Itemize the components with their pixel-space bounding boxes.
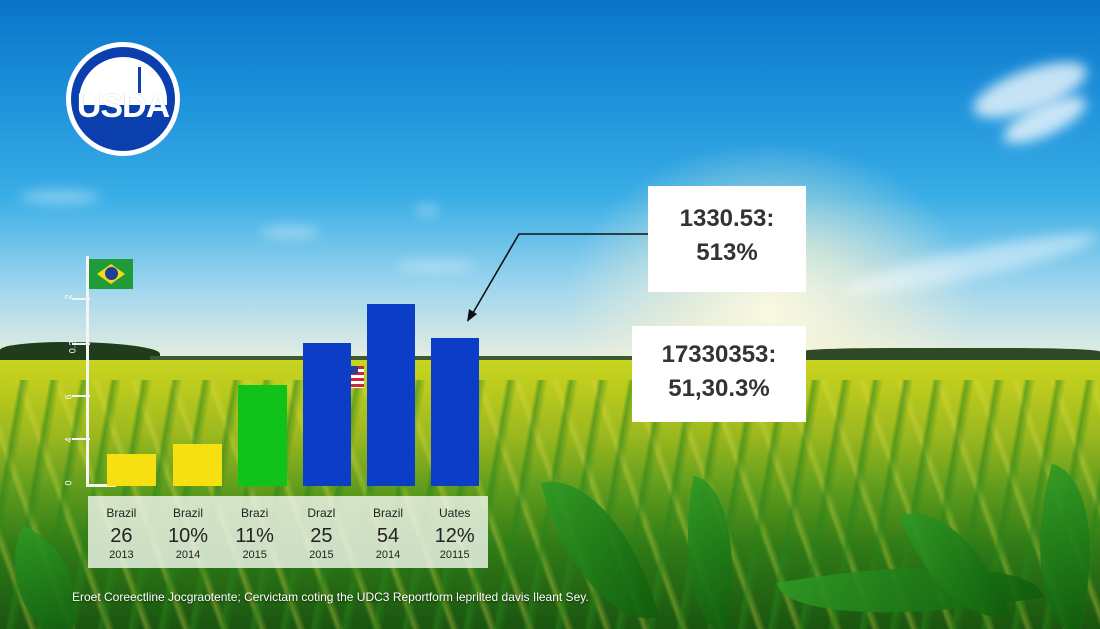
treeline [0, 342, 1100, 362]
y-tick-label: 0 [63, 480, 74, 486]
table-column: Uates 12% 20115 [421, 496, 488, 568]
column-year: 2014 [375, 549, 401, 561]
table-column: Drazl 25 2015 [288, 496, 355, 568]
x-axis-stub [86, 484, 116, 487]
y-tick [72, 298, 90, 300]
table-column: Brazil 54 2014 [355, 496, 422, 568]
tree-cluster-left [0, 342, 160, 362]
cloud [260, 226, 320, 238]
bar-brazil-2014 [173, 444, 222, 486]
us-flag-icon [350, 366, 364, 388]
bar-drazl-2015 [303, 343, 351, 486]
flag-globe [105, 267, 118, 280]
bar-brazil-2014-b [367, 304, 415, 486]
column-country: Brazi [241, 506, 269, 520]
table-column: Brazi 11% 2015 [221, 496, 288, 568]
column-value: 26 [110, 525, 133, 547]
y-tick [72, 343, 90, 345]
y-tick-label: 4 [63, 437, 74, 443]
table-column: Brazil 26 2013 [88, 496, 155, 568]
data-table: Brazil 26 2013 Brazil 10% 2014 Brazi 11%… [88, 496, 488, 568]
column-year: 20115 [439, 549, 470, 561]
callout-1-line-1: 1330.53: [679, 205, 775, 232]
y-tick [72, 438, 90, 440]
column-country: Uates [439, 506, 471, 520]
usda-logo-icon: USDA [71, 47, 175, 151]
column-value: 12% [434, 525, 475, 547]
column-value: 11% [235, 525, 274, 547]
column-year: 2015 [242, 549, 267, 561]
usda-logo: USDA [66, 42, 180, 156]
caption-text: Eroet Coreectline Jocgraotente; Cervicta… [72, 590, 589, 604]
callout-box-1: 1330.53: 513% [648, 186, 806, 292]
column-country: Brazil [373, 506, 404, 520]
cloud [20, 190, 100, 204]
callout-2-line-2: 51,30.3% [668, 375, 770, 402]
column-year: 2015 [309, 549, 334, 561]
cloud [415, 205, 439, 215]
column-value: 54 [376, 525, 400, 547]
table-column: Brazil 10% 2014 [155, 496, 222, 568]
column-year: 2013 [109, 549, 134, 561]
callout-1-line-2: 513% [696, 239, 758, 266]
bar-brazi-2015 [238, 385, 287, 486]
column-country: Brazil [106, 506, 137, 520]
y-tick-label: 0.2 [67, 340, 78, 354]
callout-2-line-1: 17330353: [661, 341, 777, 368]
brazil-flag-icon [89, 259, 133, 289]
y-tick [72, 395, 90, 397]
y-tick-label: 2 [63, 294, 74, 300]
column-value: 25 [310, 525, 333, 547]
bar-brazil-2013 [107, 454, 156, 486]
bar-uates-20115 [431, 338, 479, 486]
y-tick-label: 6 [63, 394, 74, 400]
tree-cluster-right [800, 348, 1100, 360]
column-year: 2014 [175, 549, 201, 561]
column-country: Brazil [173, 506, 204, 520]
column-country: Drazl [307, 506, 336, 520]
column-value: 10% [167, 525, 209, 547]
tree-horizon [150, 356, 850, 360]
cloud [395, 260, 475, 272]
logo-stem [138, 67, 141, 93]
y-axis [86, 256, 89, 486]
callout-box-2: 17330353: 51,30.3% [632, 326, 806, 422]
logo-text: USDA [76, 87, 170, 125]
